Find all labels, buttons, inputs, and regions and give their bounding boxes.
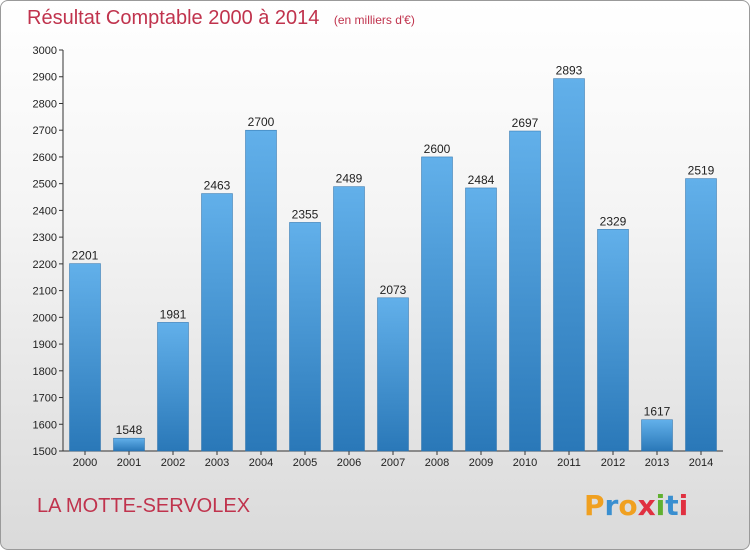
logo-letter: o <box>618 489 638 522</box>
chart-title-block: Résultat Comptable 2000 à 2014 (en milli… <box>27 7 415 30</box>
bar-2004 <box>245 129 277 452</box>
data-label-2002: 1981 <box>160 307 187 321</box>
bar-2003 <box>201 193 233 452</box>
logo-letter: i <box>678 489 689 522</box>
x-tick-label-2014: 2014 <box>689 457 713 469</box>
data-label-2013: 1617 <box>644 405 671 419</box>
logo-letter: x <box>637 489 656 522</box>
y-tick-label: 2100 <box>33 286 57 298</box>
data-label-2010: 2697 <box>512 116 539 130</box>
bar-2012 <box>597 229 629 452</box>
logo-letter: i <box>655 489 666 522</box>
data-label-2012: 2329 <box>600 214 627 228</box>
bar-2011 <box>553 78 585 452</box>
data-label-2011: 2893 <box>556 64 583 78</box>
bar-2001 <box>113 437 145 452</box>
bar-2000 <box>69 263 101 452</box>
x-tick-label-2003: 2003 <box>205 457 229 469</box>
y-tick-label: 2700 <box>33 125 57 137</box>
x-tick-label-2007: 2007 <box>381 457 405 469</box>
x-tick-label-2004: 2004 <box>249 457 273 469</box>
data-label-2004: 2700 <box>248 115 275 129</box>
bar-2007 <box>377 297 409 452</box>
commune-name: LA MOTTE-SERVOLEX <box>37 495 251 517</box>
bar-2009 <box>465 187 497 452</box>
bar-2010 <box>509 130 541 452</box>
data-label-2003: 2463 <box>204 179 231 193</box>
bar-2002 <box>157 322 189 452</box>
chart-subtitle: (en milliers d'€) <box>333 13 415 27</box>
y-tick-label: 2900 <box>33 72 57 84</box>
proxiti-logo: Proxiti <box>584 489 688 522</box>
y-tick-label: 1500 <box>33 446 57 458</box>
x-tick-label-2006: 2006 <box>337 457 361 469</box>
y-tick-label: 2400 <box>33 205 57 217</box>
y-tick-label: 3000 <box>33 45 57 57</box>
y-tick-label: 2800 <box>33 98 57 110</box>
y-tick-label: 2500 <box>33 179 57 191</box>
x-tick-label-2011: 2011 <box>557 457 581 469</box>
x-tick-label-2005: 2005 <box>293 457 317 469</box>
data-label-2009: 2484 <box>468 173 495 187</box>
y-tick-label: 1700 <box>33 393 57 405</box>
x-tick-label-2012: 2012 <box>601 457 625 469</box>
x-tick-label-2001: 2001 <box>117 457 141 469</box>
logo-letter: t <box>665 489 679 522</box>
y-tick-label: 1800 <box>33 366 57 378</box>
data-label-2008: 2600 <box>424 142 451 156</box>
data-label-2007: 2073 <box>380 283 407 297</box>
x-tick-label-2000: 2000 <box>73 457 97 469</box>
data-label-2000: 2201 <box>72 249 99 263</box>
x-tick-label-2013: 2013 <box>645 457 669 469</box>
x-tick-label-2008: 2008 <box>425 457 449 469</box>
data-label-2006: 2489 <box>336 172 363 186</box>
y-tick-label: 2600 <box>33 152 57 164</box>
x-tick-label-2002: 2002 <box>161 457 185 469</box>
bar-2005 <box>289 222 321 452</box>
x-tick-label-2009: 2009 <box>469 457 493 469</box>
logo-letter: r <box>604 489 619 522</box>
bar-2014 <box>685 178 717 452</box>
y-tick-label: 1600 <box>33 419 57 431</box>
y-tick-label: 2000 <box>33 312 57 324</box>
y-tick-label: 2200 <box>33 259 57 271</box>
chart-title: Résultat Comptable 2000 à 2014 <box>27 7 320 29</box>
y-tick-label: 2300 <box>33 232 57 244</box>
data-label-2014: 2519 <box>688 164 715 178</box>
x-tick-label-2010: 2010 <box>513 457 537 469</box>
bar-2008 <box>421 156 453 452</box>
data-label-2001: 1548 <box>116 423 143 437</box>
data-label-2005: 2355 <box>292 207 319 221</box>
bar-2006 <box>333 186 365 452</box>
bar-2013 <box>641 419 673 452</box>
y-tick-label: 1900 <box>33 339 57 351</box>
logo-letter: P <box>584 489 605 522</box>
